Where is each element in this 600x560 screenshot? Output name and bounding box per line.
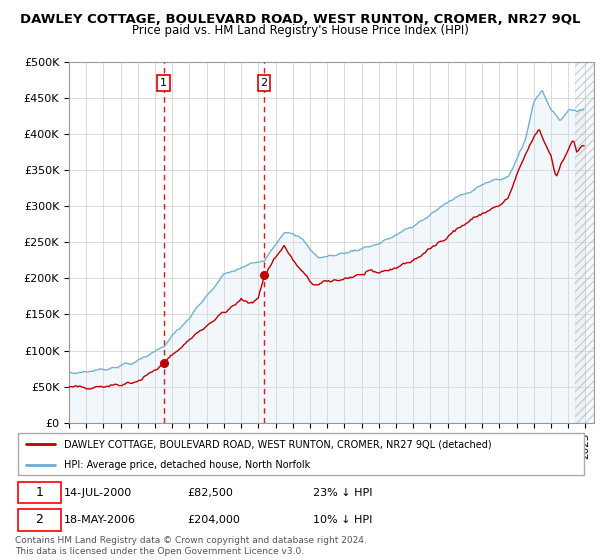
FancyBboxPatch shape (18, 509, 61, 531)
Text: HPI: Average price, detached house, North Norfolk: HPI: Average price, detached house, Nort… (64, 460, 310, 470)
FancyBboxPatch shape (18, 482, 61, 503)
Text: 2: 2 (35, 514, 43, 526)
Text: DAWLEY COTTAGE, BOULEVARD ROAD, WEST RUNTON, CROMER, NR27 9QL: DAWLEY COTTAGE, BOULEVARD ROAD, WEST RUN… (20, 13, 580, 26)
FancyBboxPatch shape (18, 433, 584, 475)
Text: 2: 2 (260, 78, 268, 88)
Text: 1: 1 (160, 78, 167, 88)
Text: 18-MAY-2006: 18-MAY-2006 (64, 515, 136, 525)
Text: DAWLEY COTTAGE, BOULEVARD ROAD, WEST RUNTON, CROMER, NR27 9QL (detached): DAWLEY COTTAGE, BOULEVARD ROAD, WEST RUN… (64, 439, 491, 449)
Text: Price paid vs. HM Land Registry's House Price Index (HPI): Price paid vs. HM Land Registry's House … (131, 24, 469, 36)
Text: £82,500: £82,500 (187, 488, 233, 497)
Text: £204,000: £204,000 (187, 515, 240, 525)
Text: 10% ↓ HPI: 10% ↓ HPI (313, 515, 373, 525)
Text: Contains HM Land Registry data © Crown copyright and database right 2024.
This d: Contains HM Land Registry data © Crown c… (15, 536, 367, 556)
Text: 1: 1 (35, 486, 43, 499)
Text: 23% ↓ HPI: 23% ↓ HPI (313, 488, 373, 497)
Text: 14-JUL-2000: 14-JUL-2000 (64, 488, 132, 497)
